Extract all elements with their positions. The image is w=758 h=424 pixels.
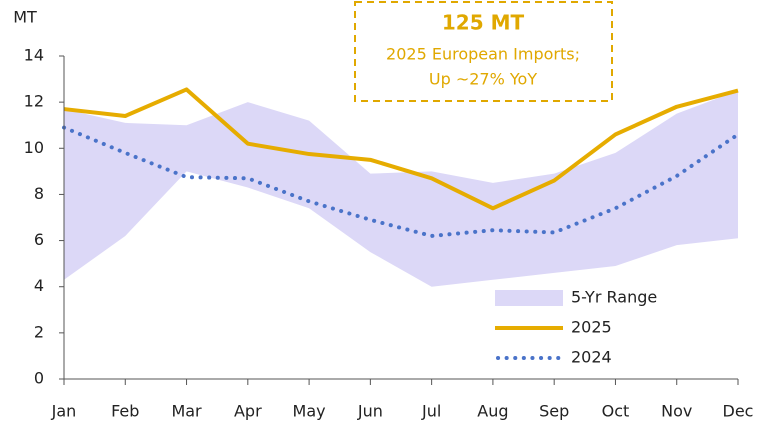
y-axis-label: MT — [13, 8, 37, 27]
y-tick-label: 14 — [24, 46, 44, 65]
x-tick-label: Aug — [477, 402, 508, 421]
y-tick-label: 2 — [34, 322, 44, 341]
legend-label: 5-Yr Range — [571, 288, 657, 307]
legend-label: 2025 — [571, 318, 612, 337]
x-tick-label: Jan — [51, 402, 77, 421]
x-tick-label: Oct — [602, 402, 630, 421]
series-line — [63, 87, 739, 211]
series-line — [62, 125, 740, 238]
annotation-line: 2025 European Imports; — [386, 45, 580, 64]
y-tick-label: 8 — [34, 184, 44, 203]
x-tick-label: Jun — [357, 402, 383, 421]
y-tick-label: 6 — [34, 230, 44, 249]
range-area — [64, 90, 738, 287]
y-tick-label: 0 — [34, 369, 44, 388]
x-tick-label: Dec — [723, 402, 754, 421]
x-tick-label: Jul — [421, 402, 441, 421]
annotation-box — [354, 1, 613, 102]
x-tick-label: Feb — [111, 402, 139, 421]
annotation-line: Up ~27% YoY — [429, 70, 537, 89]
y-tick-label: 4 — [34, 276, 44, 295]
x-tick-label: Mar — [171, 402, 202, 421]
x-tick-label: Apr — [234, 402, 262, 421]
annotation-headline: 125 MT — [442, 11, 525, 35]
x-tick-label: Sep — [539, 402, 569, 421]
x-tick-label: May — [293, 402, 326, 421]
legend-swatch — [495, 290, 563, 306]
y-tick-label: 10 — [24, 138, 44, 157]
x-tick-label: Nov — [661, 402, 692, 421]
legend-label: 2024 — [571, 348, 612, 367]
y-tick-label: 12 — [24, 92, 44, 111]
